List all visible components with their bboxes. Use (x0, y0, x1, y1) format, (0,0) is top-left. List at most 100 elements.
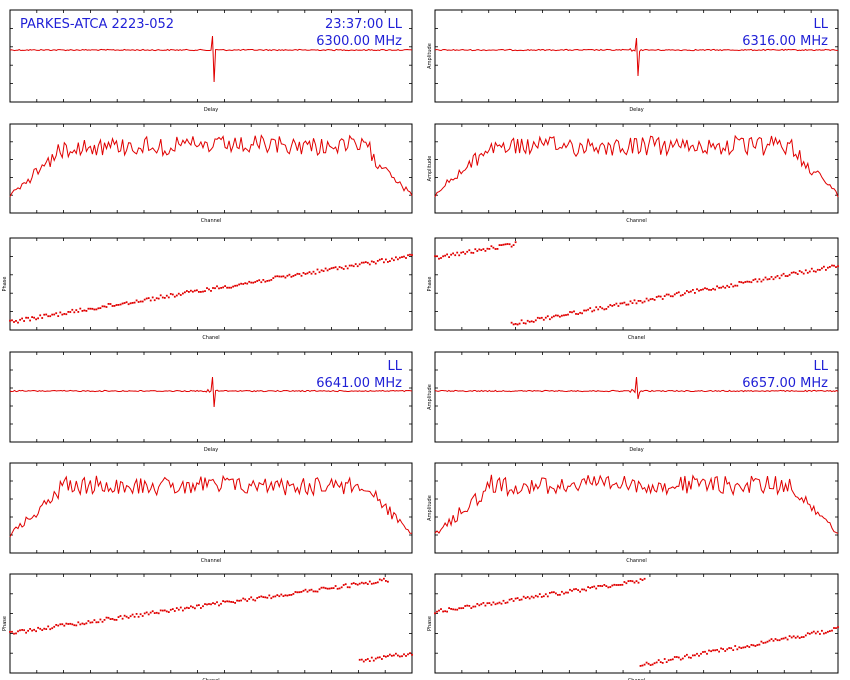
phase-point (470, 251, 473, 254)
phase-point (284, 276, 287, 279)
phase-point (380, 579, 383, 582)
phase-point (188, 607, 190, 609)
phase-point (69, 622, 72, 625)
phase-point (123, 614, 126, 617)
phase-point (780, 274, 783, 277)
phase-point (288, 594, 291, 596)
phase-point (798, 637, 801, 639)
phase-point (119, 303, 122, 306)
phase-point (766, 278, 769, 281)
phase-point (290, 275, 293, 278)
phase-point (534, 594, 537, 597)
phase-point (387, 261, 389, 263)
phase-point (716, 285, 718, 288)
phase-point (712, 287, 714, 290)
phase-point (684, 655, 686, 658)
phase-point (306, 272, 309, 275)
phase-point (395, 652, 397, 655)
phase-point (448, 256, 450, 258)
phase-point (83, 309, 86, 312)
phase-point (117, 616, 120, 618)
phase-point (141, 300, 144, 303)
phase-point (780, 637, 783, 640)
phase-point (784, 636, 787, 639)
phase-point (43, 627, 46, 630)
phase-point (440, 257, 442, 259)
phase-point (230, 601, 232, 603)
phase-point (700, 652, 702, 655)
phase-point (143, 298, 146, 301)
phase-point (655, 296, 658, 298)
phase-point (716, 649, 718, 651)
phase-point (175, 607, 178, 609)
phase-point (59, 311, 62, 314)
phase-point (151, 610, 154, 613)
phase-point (768, 639, 771, 642)
panel-amplitude: Channel Amplitude (427, 123, 839, 224)
phase-point (744, 646, 747, 649)
phase-point (364, 581, 367, 584)
panel-amplitude: Channel (9, 462, 413, 564)
phase-point (597, 585, 600, 587)
panel-frame (9, 462, 413, 554)
phase-point (764, 276, 767, 279)
phase-point (573, 310, 575, 313)
phase-point (762, 278, 765, 281)
phase-point (758, 278, 761, 281)
phase-point (772, 278, 775, 281)
phase-point (165, 294, 168, 297)
phase-point (800, 271, 803, 274)
phase-point (770, 276, 773, 278)
phase-point (466, 604, 469, 607)
phase-point (113, 305, 116, 307)
phase-point (542, 318, 545, 321)
phase-point (750, 644, 753, 646)
phase-point (540, 316, 543, 319)
phase-point (804, 269, 807, 272)
phase-point (228, 286, 230, 289)
phase-point (549, 318, 551, 321)
phase-point (615, 584, 618, 586)
phase-point (368, 580, 371, 583)
phase-point (296, 591, 299, 594)
phase-point (702, 651, 704, 653)
phase-point (536, 316, 539, 319)
phase-point (401, 256, 403, 258)
phase-point (698, 289, 700, 292)
phase-point (206, 603, 208, 606)
phase-point (145, 297, 148, 300)
phase-point (835, 627, 837, 629)
phase-point (557, 314, 559, 317)
phase-point (332, 587, 335, 589)
phase-point (49, 628, 52, 631)
phase-point (645, 297, 648, 300)
delay-trace (434, 376, 839, 400)
phase-point (575, 588, 577, 590)
phase-point (348, 264, 351, 267)
panel-frame (434, 237, 839, 331)
phase-point (559, 593, 561, 596)
phase-point (376, 656, 379, 659)
phase-point (667, 659, 670, 662)
phase-point (482, 602, 485, 604)
phase-point (173, 610, 176, 612)
phase-point (621, 583, 624, 586)
phase-point (21, 317, 23, 320)
phase-point (262, 596, 265, 598)
phase-point (202, 605, 204, 608)
phase-point (802, 272, 805, 275)
y-axis-label: Phase (2, 616, 8, 631)
phase-point (675, 292, 678, 294)
phase-point (328, 268, 331, 270)
phase-point (378, 258, 381, 261)
phase-point (95, 308, 98, 311)
phase-point (374, 582, 377, 584)
phase-point (510, 321, 513, 324)
phase-point (696, 288, 698, 291)
phase-point (397, 654, 399, 657)
phase-point (15, 632, 17, 635)
phase-point (796, 273, 799, 275)
phase-point (131, 302, 134, 304)
phase-point (522, 322, 525, 324)
